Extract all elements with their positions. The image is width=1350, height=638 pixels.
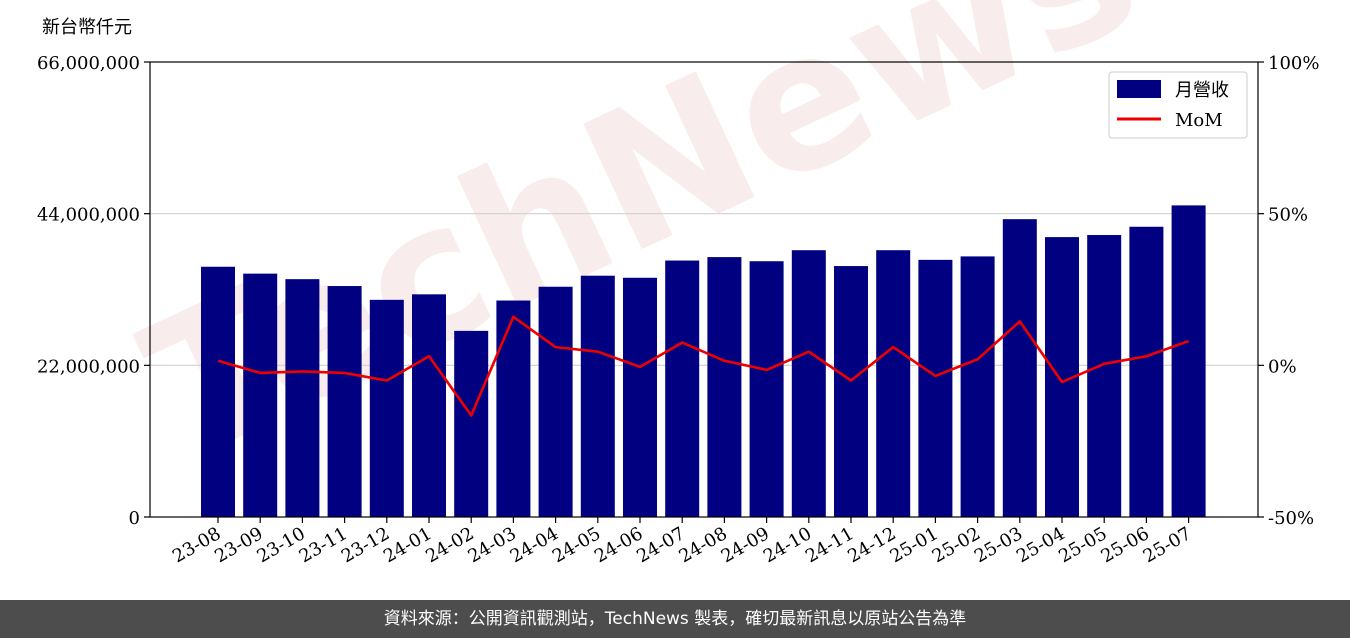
bar-24-11 bbox=[834, 266, 868, 517]
bar-24-09 bbox=[749, 261, 784, 517]
legend: 月營收 MoM bbox=[1108, 71, 1248, 139]
bar-24-05 bbox=[580, 275, 615, 517]
bar-23-11 bbox=[327, 286, 362, 517]
left-tick-label: 44,000,000 bbox=[37, 205, 140, 226]
bar-25-06 bbox=[1129, 226, 1164, 518]
plot-frame bbox=[149, 61, 1259, 518]
bar-25-01 bbox=[918, 259, 953, 517]
chart-area: TechNews 0 22,000,000 44,000,000 66,000,000… bbox=[37, 0, 1320, 567]
bar-series bbox=[201, 205, 1206, 518]
bar-24-01 bbox=[412, 294, 446, 517]
right-tick-label: 0% bbox=[1268, 356, 1297, 377]
unit-label: 新台幣仟元 bbox=[42, 17, 132, 38]
right-tick-label: 50% bbox=[1268, 205, 1308, 226]
left-tick-label: 66,000,000 bbox=[37, 53, 140, 74]
bar-24-03 bbox=[496, 300, 531, 517]
bar-24-12 bbox=[876, 250, 911, 518]
x-axis: 23-0823-0923-1023-1123-1224-0124-0224-03… bbox=[169, 517, 1195, 567]
bar-23-09 bbox=[243, 273, 278, 517]
left-tick-label: 22,000,000 bbox=[37, 356, 140, 377]
left-tick-label: 0 bbox=[129, 508, 140, 529]
bar-25-02 bbox=[960, 256, 995, 517]
bar-24-04 bbox=[538, 286, 573, 517]
bar-24-08 bbox=[707, 257, 742, 517]
bar-24-02 bbox=[454, 330, 489, 517]
bar-24-07 bbox=[665, 260, 700, 517]
bar-25-07 bbox=[1171, 205, 1206, 518]
revenue-chart: TechNews 022,000,00044,000,00066,000,000… bbox=[37, 0, 1320, 567]
left-axis: 0 22,000,000 44,000,000 66,000,000 bbox=[37, 53, 150, 529]
bar-23-10 bbox=[285, 279, 320, 517]
mom-line-series bbox=[217, 315, 1190, 417]
bar-24-06 bbox=[623, 277, 657, 517]
bar-25-05 bbox=[1087, 235, 1122, 517]
legend-label-revenue: 月營收 bbox=[1175, 80, 1229, 101]
bar-25-03 bbox=[1002, 219, 1037, 517]
bar-23-08 bbox=[201, 266, 235, 517]
right-tick-label: -50% bbox=[1268, 508, 1314, 529]
right-tick-label: 100% bbox=[1268, 53, 1319, 74]
bar-23-12 bbox=[369, 299, 404, 517]
right-axis: -50% 0% 50% 100% bbox=[1258, 53, 1319, 529]
source-footer: 資料來源：公開資訊觀測站，TechNews 製表，確切最新訊息以原站公告為準 bbox=[0, 600, 1350, 638]
legend-bar-swatch bbox=[1117, 80, 1161, 98]
legend-label-mom: MoM bbox=[1175, 110, 1223, 131]
x-tick-label: 25-07 bbox=[1140, 523, 1195, 567]
mom-line bbox=[217, 315, 1190, 417]
bar-24-10 bbox=[791, 250, 826, 518]
